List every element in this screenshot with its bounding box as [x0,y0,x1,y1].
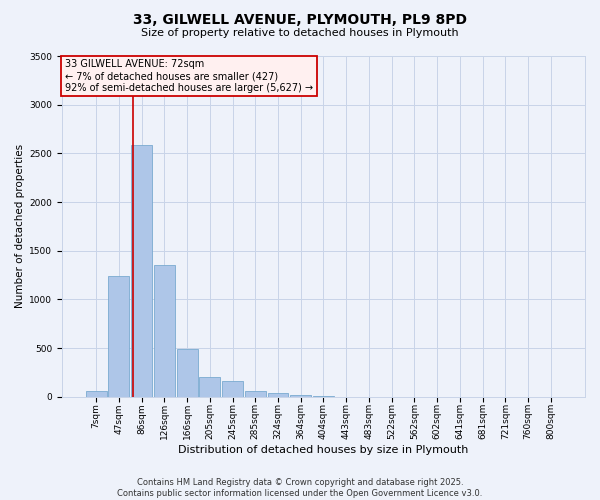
Bar [109,276,130,397]
Text: 33 GILWELL AVENUE: 72sqm
← 7% of detached houses are smaller (427)
92% of semi-d: 33 GILWELL AVENUE: 72sqm ← 7% of detache… [65,60,313,92]
Bar [290,396,311,397]
Bar [245,392,266,397]
Bar [86,391,107,397]
Y-axis label: Number of detached properties: Number of detached properties [15,144,25,308]
Bar [131,144,152,397]
Text: 33, GILWELL AVENUE, PLYMOUTH, PL9 8PD: 33, GILWELL AVENUE, PLYMOUTH, PL9 8PD [133,12,467,26]
Bar [268,393,289,397]
Bar [222,381,243,397]
Text: Contains HM Land Registry data © Crown copyright and database right 2025.
Contai: Contains HM Land Registry data © Crown c… [118,478,482,498]
Text: Size of property relative to detached houses in Plymouth: Size of property relative to detached ho… [141,28,459,38]
Bar [199,378,220,397]
Bar [176,349,197,397]
X-axis label: Distribution of detached houses by size in Plymouth: Distribution of detached houses by size … [178,445,469,455]
Bar [154,266,175,397]
